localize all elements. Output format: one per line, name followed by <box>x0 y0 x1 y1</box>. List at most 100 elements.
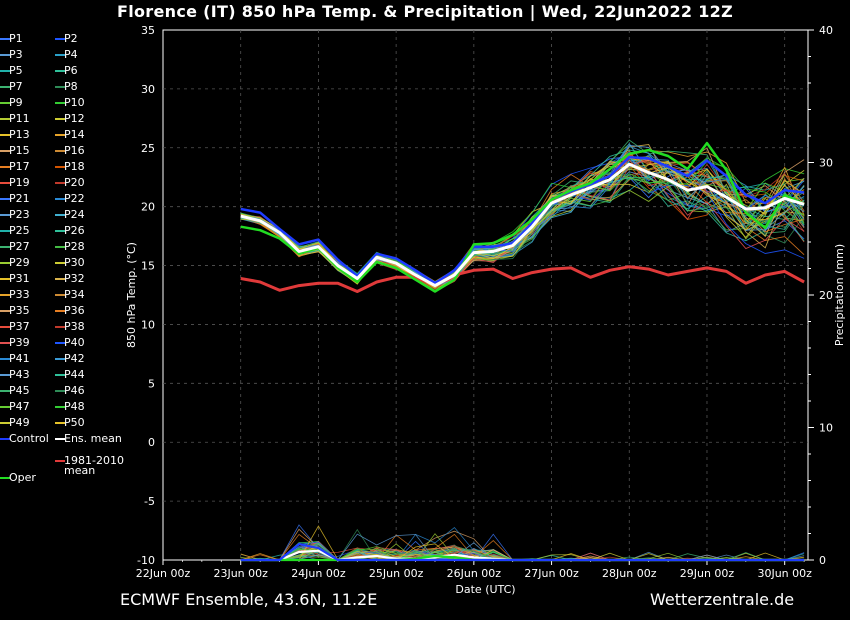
legend-swatch <box>0 310 10 312</box>
legend-label: P1 <box>9 32 23 45</box>
legend-label: P36 <box>64 304 85 317</box>
legend-swatch <box>0 86 10 88</box>
legend-label: P11 <box>9 112 30 125</box>
legend-swatch <box>0 477 10 479</box>
site-credit: Wetterzentrale.de <box>650 590 795 609</box>
series-line-ens-mean <box>240 162 805 288</box>
y-tick-label: -5 <box>144 495 155 508</box>
x-tick-label: 28Jun 00z <box>602 567 657 580</box>
legend-label: P12 <box>64 112 85 125</box>
legend-swatch <box>0 134 10 136</box>
y-tick-label: 5 <box>148 377 155 390</box>
legend-label: P50 <box>64 416 85 429</box>
x-tick-label: 30Jun 00z <box>757 567 812 580</box>
legend-swatch <box>55 294 65 296</box>
legend-swatch <box>55 54 65 56</box>
legend-clim-mean-line2: mean <box>64 464 96 477</box>
y2-tick-label: 10 <box>819 422 833 435</box>
legend-swatch <box>0 230 10 232</box>
legend-label: P37 <box>9 320 30 333</box>
legend-swatch <box>55 358 65 360</box>
y2-tick-label: 20 <box>819 289 833 302</box>
legend-swatch <box>55 278 65 280</box>
legend-swatch <box>0 294 10 296</box>
y2-tick-label: 40 <box>819 24 833 37</box>
legend-label: P46 <box>64 384 85 397</box>
legend-swatch <box>55 262 65 264</box>
legend-swatch <box>0 198 10 200</box>
y-tick-label: 0 <box>148 436 155 449</box>
legend-swatch <box>55 150 65 152</box>
legend-label: P42 <box>64 352 85 365</box>
legend-swatch <box>55 246 65 248</box>
legend-label: P48 <box>64 400 85 413</box>
x-tick-label: 22Jun 00z <box>136 567 191 580</box>
legend-label: P38 <box>64 320 85 333</box>
legend-label: P9 <box>9 96 23 109</box>
legend-label: P32 <box>64 272 85 285</box>
legend-label: P35 <box>9 304 30 317</box>
legend-label: P30 <box>64 256 85 269</box>
legend-label: P44 <box>64 368 85 381</box>
legend-swatch <box>0 262 10 264</box>
legend-label: Control <box>9 432 49 445</box>
legend-label: P17 <box>9 160 30 173</box>
legend-label: P15 <box>9 144 30 157</box>
legend-label: P10 <box>64 96 85 109</box>
series-line-oper <box>240 141 805 293</box>
legend-swatch <box>55 374 65 376</box>
y2-axis-label: Precipitation (mm) <box>833 244 846 346</box>
legend-swatch <box>0 246 10 248</box>
legend-swatch <box>0 390 10 392</box>
legend-swatch <box>55 166 65 168</box>
y-tick-label: 20 <box>141 201 155 214</box>
legend-label: P31 <box>9 272 30 285</box>
legend-label: 1981-2010 <box>64 454 124 467</box>
series-line-control <box>240 155 805 285</box>
legend-swatch <box>55 438 65 440</box>
y-tick-label: 35 <box>141 24 155 37</box>
y-tick-label: 10 <box>141 318 155 331</box>
chart-legend: P1 P2 P3 P4 P5 P6 P7 P8 P9 P10 P11 P12 P13 P14 P15 P16 P… <box>0 32 135 484</box>
model-info: ECMWF Ensemble, 43.6N, 11.2E <box>120 590 378 609</box>
legend-label: P47 <box>9 400 30 413</box>
legend-swatch <box>55 70 65 72</box>
legend-label: P7 <box>9 80 23 93</box>
y-tick-label: 30 <box>141 83 155 96</box>
legend-label: P28 <box>64 240 85 253</box>
legend-swatch <box>55 326 65 328</box>
legend-label: P2 <box>64 32 78 45</box>
legend-swatch <box>0 102 10 104</box>
legend-swatch <box>55 182 65 184</box>
legend-label: P4 <box>64 48 78 61</box>
x-tick-label: 27Jun 00z <box>524 567 579 580</box>
legend-label: P43 <box>9 368 30 381</box>
x-tick-label: 29Jun 00z <box>680 567 735 580</box>
legend-label: P16 <box>64 144 85 157</box>
legend-swatch <box>55 342 65 344</box>
series-line-1981-2010-mean <box>240 265 805 293</box>
legend-swatch <box>0 438 10 440</box>
legend-label: P6 <box>64 64 78 77</box>
plot-frame <box>162 29 809 561</box>
legend-swatch <box>55 198 65 200</box>
legend-swatch <box>55 38 65 40</box>
legend-swatch <box>0 118 10 120</box>
legend-swatch <box>55 230 65 232</box>
legend-label: P14 <box>64 128 85 141</box>
legend-swatch <box>0 38 10 40</box>
legend-swatch <box>55 86 65 88</box>
legend-label: P24 <box>64 208 85 221</box>
legend-label: P34 <box>64 288 85 301</box>
legend-swatch <box>55 422 65 424</box>
legend-swatch <box>0 54 10 56</box>
legend-label: P23 <box>9 208 30 221</box>
legend-swatch <box>0 278 10 280</box>
legend-label: Ens. mean <box>64 432 122 445</box>
x-tick-label: 25Jun 00z <box>369 567 424 580</box>
legend-swatch <box>0 214 10 216</box>
page-title: Florence (IT) 850 hPa Temp. & Precipitat… <box>117 2 733 21</box>
legend-swatch <box>0 182 10 184</box>
precip-line-control <box>240 542 805 562</box>
